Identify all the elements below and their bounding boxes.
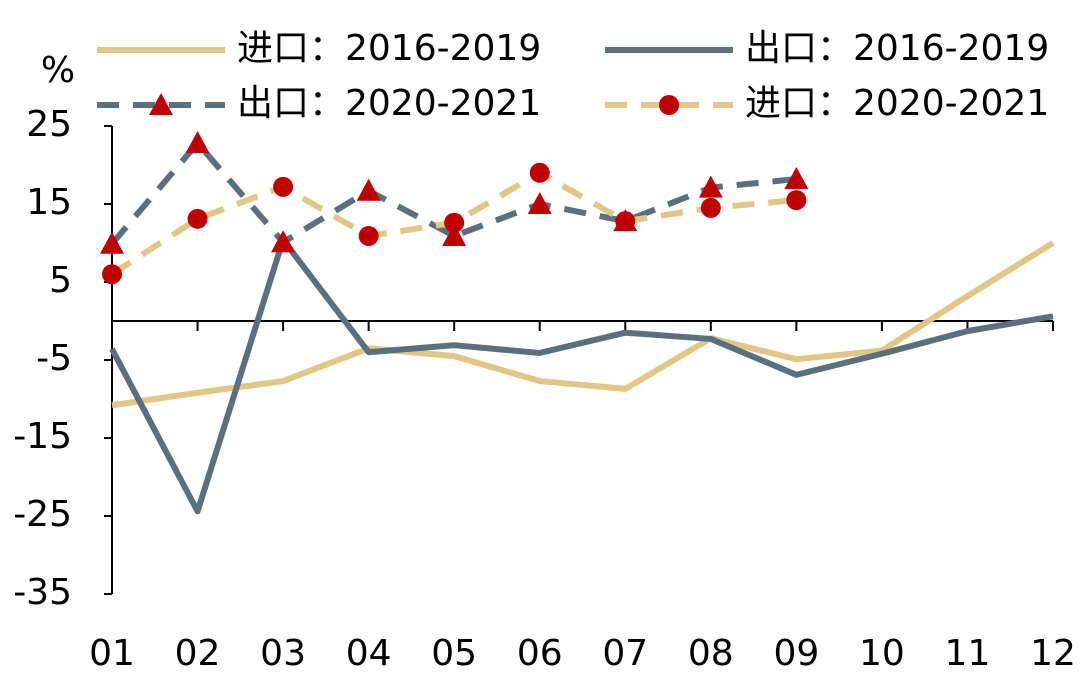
y-unit-label: %	[41, 50, 75, 91]
legend-label: 出口：2020-2021	[237, 83, 541, 124]
circle-marker	[358, 225, 379, 246]
circle-marker	[615, 211, 636, 232]
triangle-marker	[698, 175, 723, 198]
legend-label: 出口：2016-2019	[745, 28, 1049, 69]
y-tick-label: -5	[36, 338, 72, 379]
x-tick-label: 04	[346, 633, 392, 674]
x-tick-label: 03	[260, 633, 306, 674]
circle-marker	[273, 176, 294, 197]
triangle-marker	[185, 131, 210, 154]
y-tick-label: -15	[13, 416, 72, 457]
triangle-marker	[356, 178, 381, 201]
triangle-marker	[527, 192, 552, 214]
circle-marker	[444, 212, 465, 233]
triangle-marker	[271, 230, 296, 253]
triangle-marker	[149, 93, 173, 115]
x-tick-label: 10	[859, 633, 905, 674]
circle-marker	[700, 197, 721, 218]
y-tick-label: 5	[49, 260, 72, 301]
circle-marker	[102, 264, 122, 285]
y-tick-label: 25	[26, 104, 72, 145]
triangle-marker	[784, 167, 809, 190]
circle-marker	[529, 162, 550, 183]
circle-marker	[786, 190, 807, 211]
x-tick-label: 12	[1030, 633, 1076, 674]
series-line	[109, 236, 1054, 515]
triangle-marker	[442, 223, 467, 246]
y-tick-label: -35	[13, 572, 72, 613]
x-tick-label: 07	[602, 633, 648, 674]
x-tick-label: 08	[688, 633, 734, 674]
y-tick-label: 15	[26, 182, 72, 223]
series-line	[111, 240, 1055, 409]
circle-marker	[187, 208, 208, 229]
triangle-marker	[100, 231, 124, 254]
x-tick-label: 05	[431, 633, 477, 674]
x-tick-label: 01	[89, 633, 135, 674]
x-tick-label: 09	[773, 633, 819, 674]
y-tick-label: -25	[13, 494, 72, 535]
x-tick-label: 06	[517, 633, 563, 674]
legend-label: 进口：2016-2019	[237, 28, 541, 69]
legend-label: 进口：2020-2021	[745, 83, 1049, 124]
x-tick-label: 11	[945, 633, 991, 674]
x-tick-label: 02	[175, 633, 221, 674]
series-line	[109, 140, 797, 246]
circle-marker	[659, 95, 679, 115]
